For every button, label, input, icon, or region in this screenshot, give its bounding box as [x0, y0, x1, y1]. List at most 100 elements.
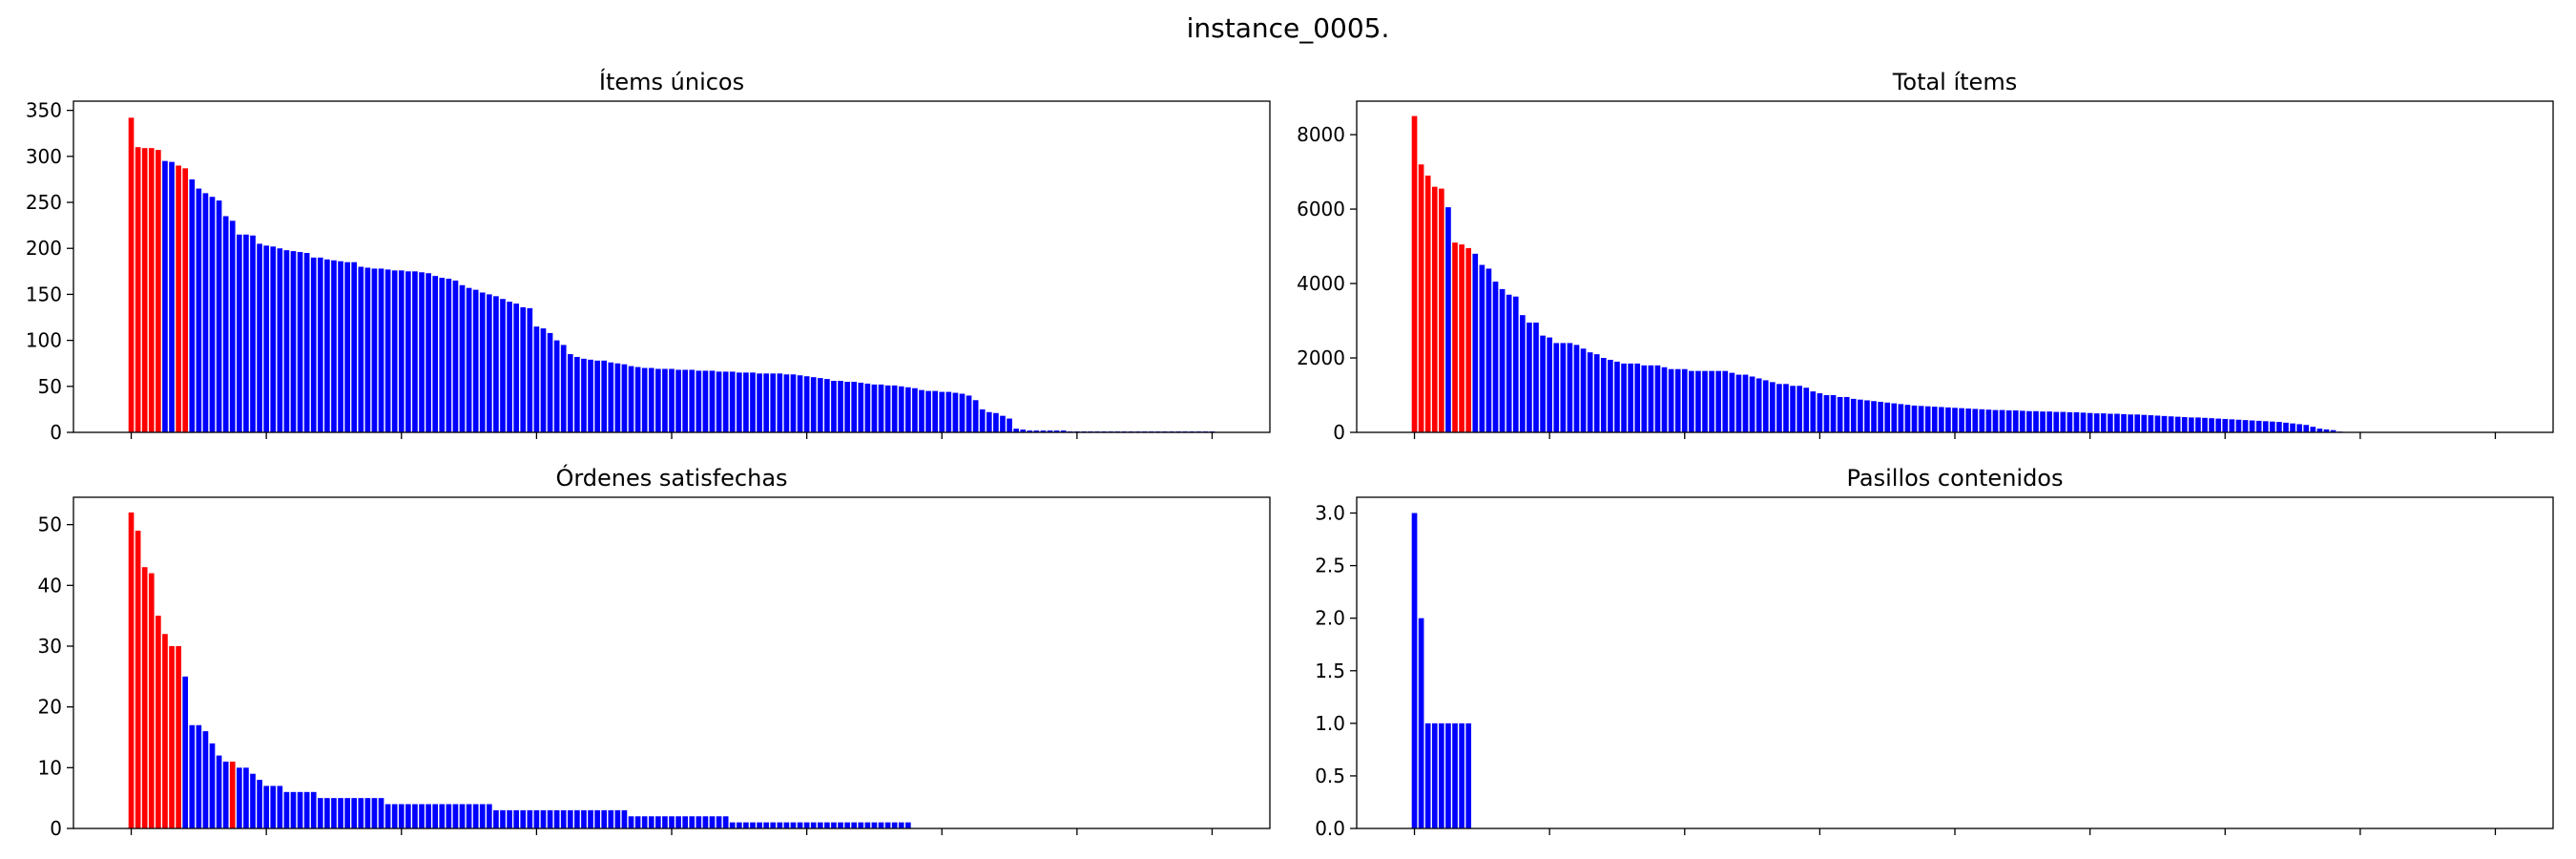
bar: [972, 400, 979, 432]
bar: [432, 276, 439, 432]
bar: [1567, 343, 1573, 432]
bar: [1884, 402, 1891, 432]
bar: [709, 816, 716, 828]
bar: [1418, 164, 1424, 433]
bar: [2053, 411, 2060, 432]
bar: [405, 804, 411, 828]
bar: [1445, 723, 1451, 828]
bar: [324, 798, 330, 828]
bar: [2067, 411, 2073, 432]
bar: [2202, 417, 2208, 432]
bar: [229, 761, 236, 828]
bar: [621, 809, 628, 828]
panel-title: Órdenes satisfechas: [555, 463, 787, 492]
bar: [344, 262, 350, 432]
bar: [1053, 430, 1060, 432]
bar: [547, 332, 553, 432]
bar: [459, 284, 466, 432]
bar: [527, 307, 533, 432]
bar: [426, 273, 431, 432]
bar: [2134, 414, 2141, 432]
plot-frame: [73, 496, 1271, 829]
bar: [1533, 322, 1539, 432]
bar: [520, 809, 527, 828]
bar: [148, 148, 155, 433]
y-axis: 0 10 20 30 40 50: [38, 513, 73, 840]
bar: [176, 165, 181, 432]
bar: [472, 804, 479, 828]
y-axis: 0 50 100 150 200 250 300 350: [26, 99, 73, 444]
bar: [446, 279, 452, 432]
bar: [2114, 413, 2120, 432]
bar: [1614, 361, 1620, 432]
bar: [277, 786, 283, 828]
bar: [1918, 406, 1924, 432]
bar: [290, 791, 297, 828]
bar: [2323, 429, 2330, 432]
bar: [871, 822, 878, 828]
bar: [810, 377, 817, 432]
y-tick-label: 0: [50, 421, 62, 444]
bar: [696, 370, 702, 432]
bar: [1634, 363, 1641, 432]
bar: [351, 798, 358, 828]
bar: [1000, 415, 1006, 432]
bar: [358, 798, 364, 828]
bar: [1472, 253, 1479, 432]
bar: [1972, 409, 1979, 432]
bar: [2181, 417, 2188, 432]
bar: [648, 367, 654, 432]
bar: [904, 387, 911, 432]
bar: [844, 822, 850, 828]
bar: [216, 755, 222, 828]
bar: [824, 379, 830, 432]
bar: [716, 371, 722, 432]
bar: [412, 804, 418, 828]
bar: [1560, 343, 1567, 432]
bar: [419, 804, 425, 828]
bar: [608, 362, 614, 432]
bar: [1424, 723, 1431, 828]
bar: [1985, 409, 1992, 432]
bar: [790, 822, 797, 828]
bar: [2262, 421, 2269, 432]
panel-ordenes-satisfechas: Órdenes satisfechas 0 10 20 30 40 50: [38, 463, 1271, 840]
bar: [169, 161, 175, 432]
bar: [1769, 382, 1776, 432]
bar: [1580, 348, 1587, 432]
y-tick-label: 20: [38, 696, 62, 719]
y-tick-label: 4000: [1297, 272, 1345, 295]
bar: [297, 252, 303, 432]
bar: [553, 809, 560, 828]
panel-title: Ítems únicos: [599, 68, 744, 95]
bar: [783, 374, 790, 432]
bar: [1459, 244, 1465, 432]
y-tick-label: 50: [38, 513, 62, 536]
bar: [1797, 386, 1802, 432]
bar: [135, 147, 141, 432]
bar: [2242, 420, 2249, 432]
bar: [689, 816, 696, 828]
bar: [2215, 418, 2221, 432]
bar: [797, 822, 803, 828]
y-tick-label: 10: [38, 756, 62, 779]
bar: [540, 809, 547, 828]
bar: [2100, 413, 2107, 432]
bar: [1911, 405, 1918, 432]
bar: [2249, 420, 2255, 432]
bar: [729, 371, 736, 432]
bar: [169, 645, 175, 828]
bar: [141, 567, 148, 828]
bar: [750, 372, 756, 432]
bar: [317, 257, 323, 432]
bar: [702, 816, 709, 828]
bar: [432, 804, 439, 828]
bar: [533, 326, 540, 432]
bar: [1431, 723, 1438, 828]
y-tick-label: 6000: [1297, 198, 1345, 220]
bar: [2093, 413, 2100, 432]
bar: [1823, 395, 1830, 432]
bar: [222, 216, 229, 432]
bar: [1709, 370, 1714, 432]
bar: [614, 363, 621, 432]
